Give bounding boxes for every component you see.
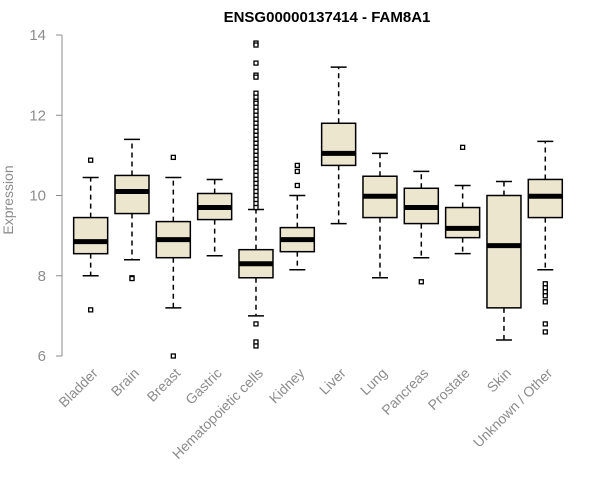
box-group bbox=[486, 180, 522, 341]
outlier-point bbox=[542, 299, 548, 305]
box-group bbox=[444, 144, 481, 255]
x-tick-label: Prostate bbox=[425, 365, 473, 413]
outlier-point bbox=[459, 144, 466, 151]
x-tick-label: Bladder bbox=[55, 365, 101, 411]
outlier-point bbox=[170, 154, 176, 161]
box-group bbox=[72, 157, 109, 313]
outlier-point bbox=[253, 343, 259, 349]
outlier-point bbox=[88, 307, 94, 313]
x-tick-label: Kidney bbox=[266, 365, 308, 407]
x-tick-label: Liver bbox=[316, 365, 349, 398]
outlier-point bbox=[542, 293, 548, 299]
box bbox=[486, 194, 522, 309]
outlier-point bbox=[253, 321, 259, 327]
box bbox=[320, 122, 357, 167]
box bbox=[72, 216, 109, 255]
outlier-point bbox=[253, 74, 259, 80]
outlier-point bbox=[88, 157, 94, 163]
y-tick-label: 12 bbox=[29, 107, 46, 124]
outlier-point bbox=[170, 353, 176, 359]
axes: 6 8 10 12 14 bbox=[29, 27, 63, 365]
box-group bbox=[114, 138, 150, 282]
chart-title: ENSG00000137414 - FAM8A1 bbox=[224, 9, 431, 26]
box-group bbox=[362, 152, 398, 279]
boxes bbox=[72, 40, 564, 359]
outlier-point bbox=[542, 329, 548, 335]
box-group bbox=[320, 66, 357, 225]
outlier-point bbox=[294, 168, 300, 175]
outlier-point bbox=[253, 42, 259, 48]
x-tick-label: Lung bbox=[357, 365, 390, 398]
box-group bbox=[403, 170, 440, 285]
y-tick-label: 14 bbox=[29, 27, 46, 44]
box-group bbox=[527, 140, 564, 335]
box-group bbox=[155, 154, 192, 359]
box-group bbox=[196, 178, 233, 257]
x-tick-label: Breast bbox=[144, 365, 184, 405]
outlier-point bbox=[253, 60, 259, 66]
box bbox=[114, 174, 150, 215]
outlier-point bbox=[129, 275, 135, 282]
outlier-point bbox=[294, 162, 300, 169]
box bbox=[444, 206, 481, 239]
outlier-point bbox=[253, 204, 259, 211]
y-axis-label: Expression bbox=[0, 165, 16, 234]
x-tick-label: Skin bbox=[484, 365, 515, 396]
box-group bbox=[238, 40, 274, 349]
x-tick-label: Brain bbox=[108, 365, 142, 399]
box-group bbox=[279, 162, 316, 271]
y-tick-label: 6 bbox=[38, 348, 46, 365]
outlier-point bbox=[418, 279, 424, 285]
y-tick-label: 8 bbox=[38, 268, 46, 285]
outlier-point bbox=[294, 182, 300, 189]
y-tick-label: 10 bbox=[29, 188, 46, 205]
outlier-point bbox=[542, 321, 548, 327]
